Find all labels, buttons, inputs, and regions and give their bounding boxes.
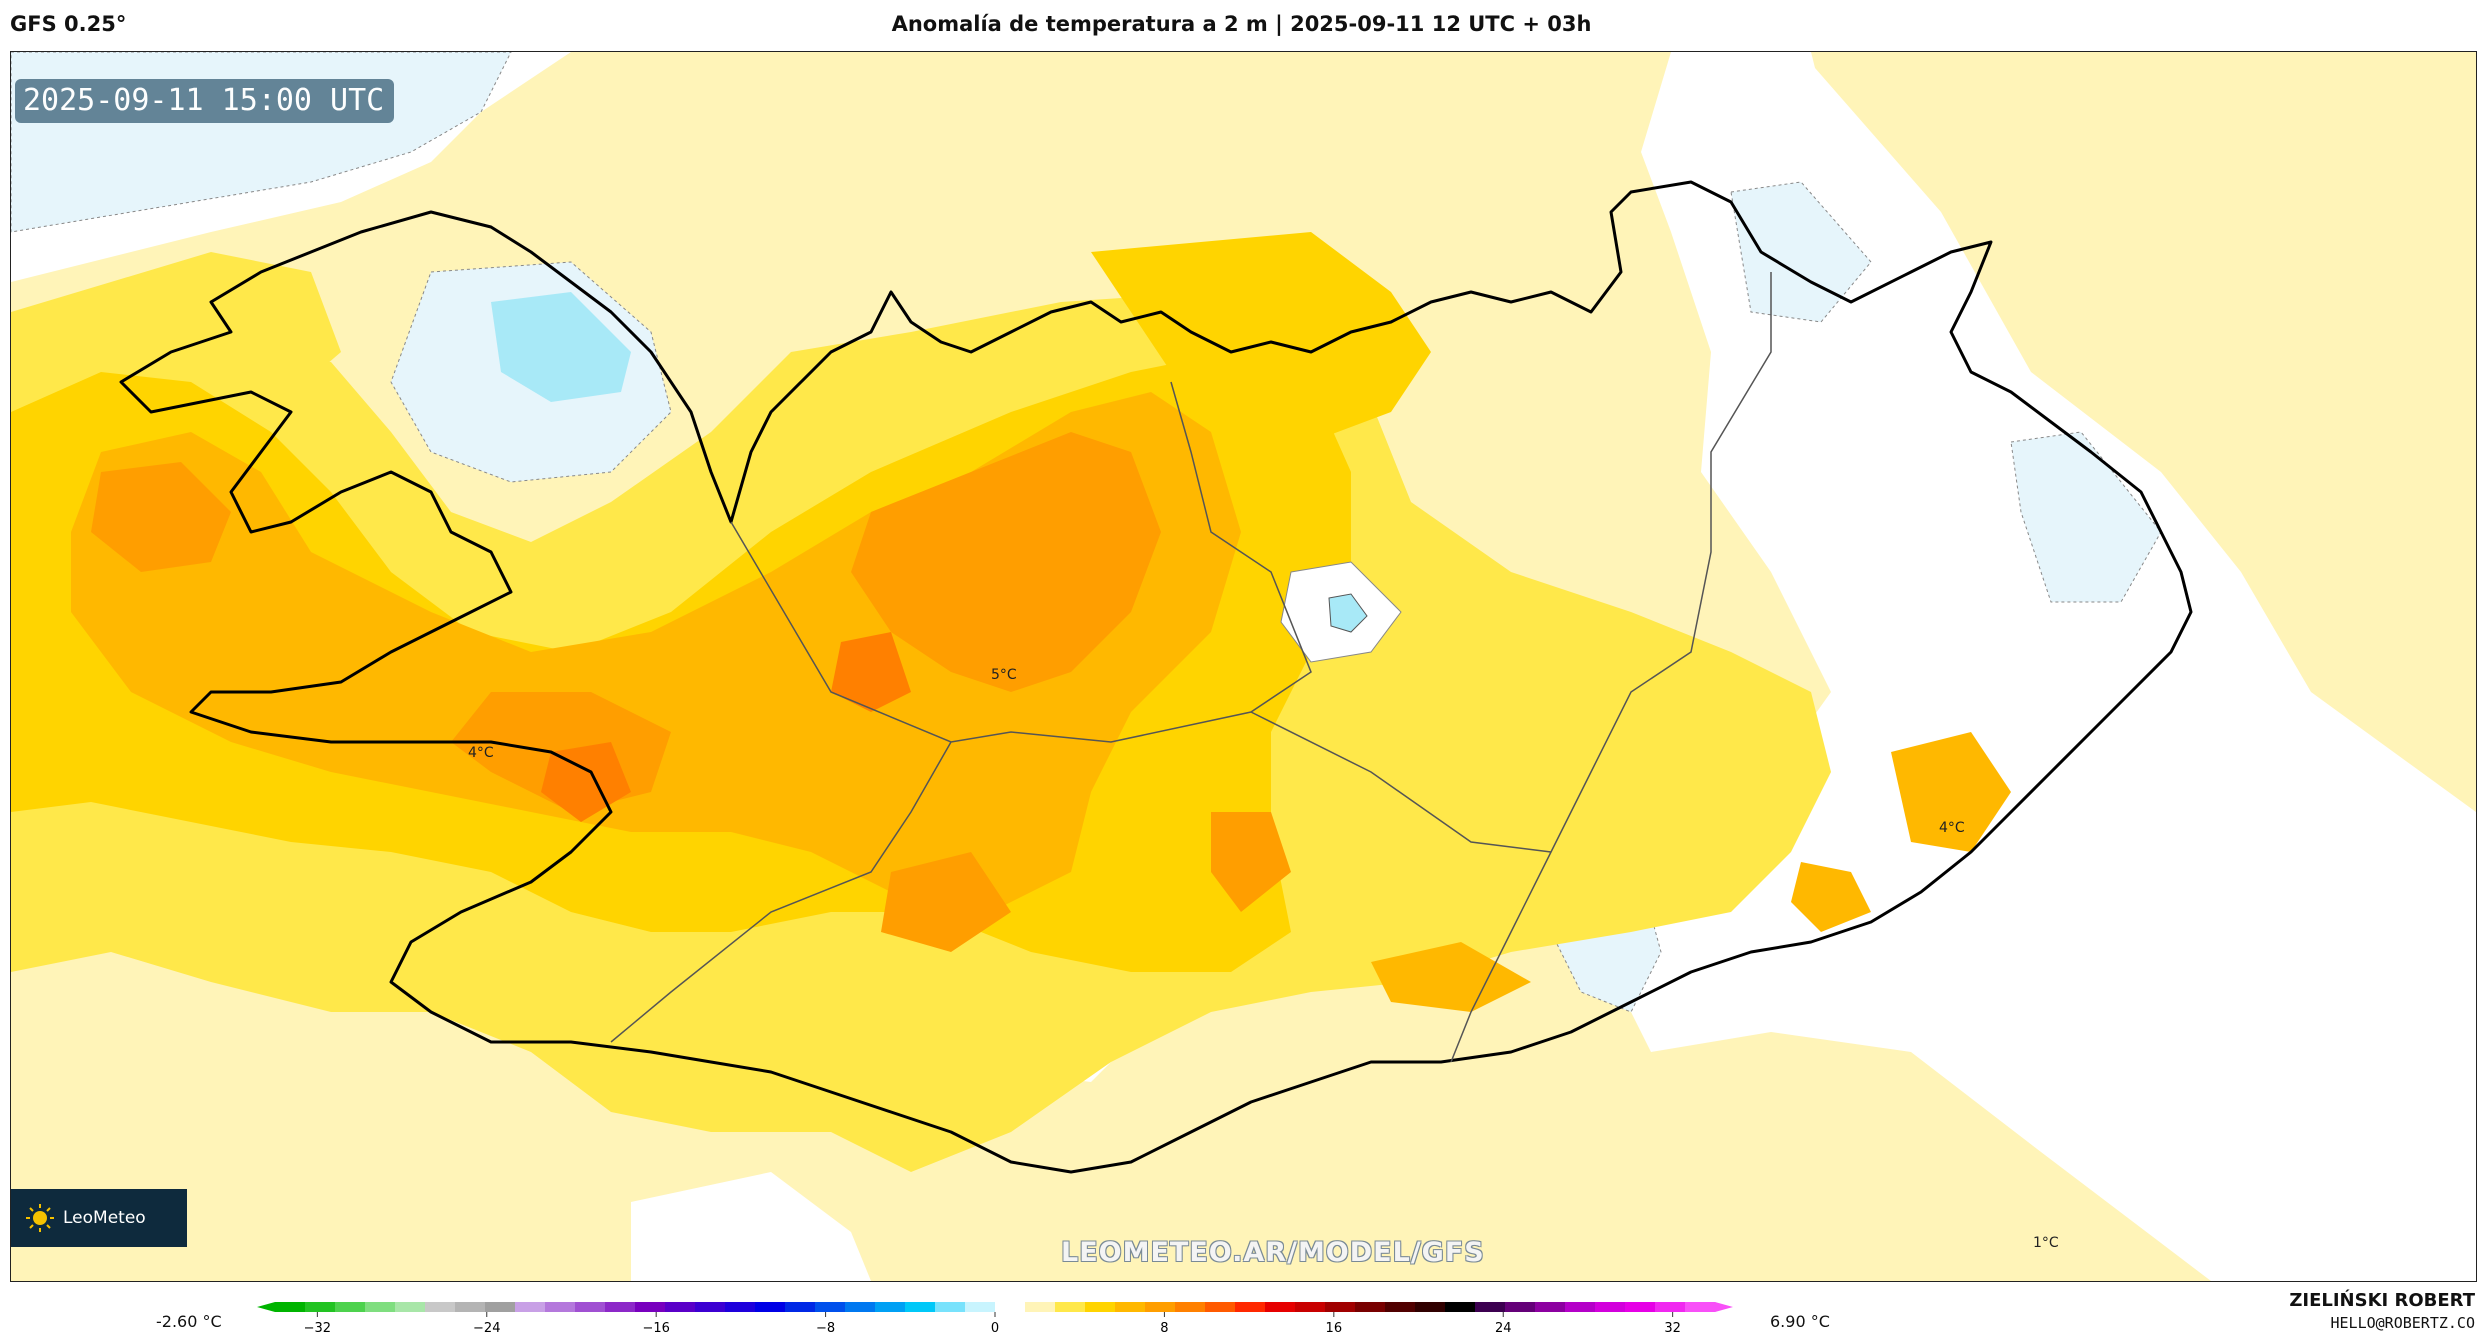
- colorbar-segment: [1175, 1302, 1206, 1312]
- colorbar-segment: [1535, 1302, 1566, 1312]
- colorbar-tick-label: 24: [1495, 1321, 1512, 1336]
- colorbar-segment: [1235, 1302, 1266, 1312]
- colorbar-max-label: 6.90 °C: [1770, 1312, 1830, 1331]
- colorbar-segment: [395, 1302, 426, 1312]
- anomaly-band-warm-4-se: [1891, 732, 2011, 852]
- colorbar-tick-label: −32: [304, 1321, 331, 1336]
- colorbar-segment: [515, 1302, 546, 1312]
- anomaly-band-warm-6: [831, 632, 911, 712]
- contour-label: 1°C: [2033, 1235, 2059, 1251]
- colorbar-segment: [545, 1302, 576, 1312]
- colorbar-segment: [1475, 1302, 1506, 1312]
- colorbar-segment: [755, 1302, 786, 1312]
- colorbar-segment: [575, 1302, 606, 1312]
- colorbar-segment: [1655, 1302, 1686, 1312]
- valid-time-stamp: 2025-09-11 15:00 UTC: [15, 79, 395, 123]
- colorbar-segment: [1565, 1302, 1596, 1312]
- colorbar-segment: [275, 1302, 306, 1312]
- colorbar-segment: [695, 1302, 726, 1312]
- colorbar-segment: [935, 1302, 966, 1312]
- region-boundaries: [610, 272, 1772, 1063]
- anomaly-band-warm-4-s: [1371, 942, 1531, 1012]
- colorbar-segment: [1595, 1302, 1626, 1312]
- colorbar: −32 −24 −16 −8 0 8 16 24 32: [257, 1302, 1733, 1336]
- colorbar-tick-label: 8: [1160, 1321, 1168, 1336]
- colorbar-segment: [1445, 1302, 1476, 1312]
- map-panel[interactable]: 2025-09-11 15:00 UTC 5°C 4°C 4°C 1°C Leo…: [10, 51, 2477, 1282]
- colorbar-segment: [485, 1302, 516, 1312]
- contour-label: 4°C: [468, 745, 494, 761]
- temperature-anomaly-map: [11, 52, 2476, 1281]
- colorbar-segment: [1055, 1302, 1086, 1312]
- colorbar-tick-label: 16: [1326, 1321, 1343, 1336]
- colorbar-ticks: −32 −24 −16 −8 0 8 16 24 32: [304, 1312, 1681, 1336]
- colorbar-segment: [605, 1302, 636, 1312]
- anomaly-band-warm-3-north: [1091, 232, 1431, 442]
- leometeo-logo[interactable]: LeoMeteo: [11, 1189, 187, 1247]
- colorbar-segment: [1625, 1302, 1656, 1312]
- author-email[interactable]: HELLO@ROBERTZ.CO: [2330, 1314, 2476, 1332]
- colorbar-tick-label: −24: [473, 1321, 500, 1336]
- colorbar-segment: [875, 1302, 906, 1312]
- anomaly-band-warm-4-se2: [1791, 862, 1871, 932]
- anomaly-band-warm-5-west: [91, 462, 231, 572]
- contour-label: 4°C: [1939, 820, 1965, 836]
- colorbar-segment: [1085, 1302, 1116, 1312]
- colorbar-left-arrow: [257, 1302, 275, 1312]
- colorbar-segment: [1265, 1302, 1296, 1312]
- colorbar-segment: [725, 1302, 756, 1312]
- colorbar-segment: [365, 1302, 396, 1312]
- anomaly-band-cold-east: [2010, 431, 2162, 603]
- colorbar-tick-label: 0: [991, 1321, 999, 1336]
- author-name: ZIELIŃSKI ROBERT: [2289, 1290, 2475, 1311]
- colorbar-segment: [665, 1302, 696, 1312]
- colorbar-right-arrow: [1715, 1302, 1733, 1312]
- colorbar-segment: [1025, 1302, 1056, 1312]
- colorbar-segment: [1145, 1302, 1176, 1312]
- colorbar-segments: [257, 1302, 1733, 1312]
- colorbar-tick-label: 32: [1664, 1321, 1681, 1336]
- colorbar-segment: [1415, 1302, 1446, 1312]
- colorbar-tick-label: −8: [816, 1321, 835, 1336]
- colorbar-segment: [1295, 1302, 1326, 1312]
- anomaly-band-warm-5-s2: [1211, 812, 1291, 912]
- anomaly-band-zero-south: [631, 1172, 871, 1281]
- colorbar-segment: [815, 1302, 846, 1312]
- anomaly-band-cold-westfjords-inner: [491, 292, 631, 402]
- anomaly-band-warm-5: [851, 432, 1161, 692]
- colorbar-segment: [455, 1302, 486, 1312]
- sun-icon: [26, 1204, 54, 1232]
- model-label: GFS 0.25°: [10, 12, 127, 36]
- colorbar-segment: [635, 1302, 666, 1312]
- colorbar-segment: [965, 1302, 996, 1312]
- anomaly-band-cold-glacier: [1328, 593, 1368, 633]
- colorbar-segment: [905, 1302, 936, 1312]
- colorbar-segment: [1325, 1302, 1356, 1312]
- iceland-coastline: [119, 180, 2193, 1174]
- anomaly-band-cold-ne: [1730, 181, 1872, 323]
- logo-text: LeoMeteo: [63, 1208, 146, 1228]
- colorbar-segment: [425, 1302, 456, 1312]
- contour-label: 5°C: [991, 667, 1017, 683]
- colorbar-segment: [1115, 1302, 1146, 1312]
- colorbar-segment: [1685, 1302, 1716, 1312]
- map-title: Anomalía de temperatura a 2 m | 2025-09-…: [891, 12, 1592, 36]
- anomaly-band-warm-5-south: [881, 852, 1011, 952]
- colorbar-min-label: -2.60 °C: [156, 1312, 222, 1331]
- colorbar-segment: [845, 1302, 876, 1312]
- anomaly-band-warm-6-west: [541, 742, 631, 822]
- colorbar-segment: [1205, 1302, 1236, 1312]
- colorbar-segment: [1505, 1302, 1536, 1312]
- colorbar-segment: [995, 1302, 1026, 1312]
- anomaly-band-zero-east: [1611, 52, 2476, 1281]
- colorbar-segment: [305, 1302, 336, 1312]
- colorbar-segment: [335, 1302, 366, 1312]
- watermark-url[interactable]: LEOMETEO.AR/MODEL/GFS: [1061, 1237, 1485, 1268]
- colorbar-tick-label: −16: [642, 1321, 669, 1336]
- colorbar-segment: [785, 1302, 816, 1312]
- colorbar-segment: [1355, 1302, 1386, 1312]
- colorbar-segment: [1385, 1302, 1416, 1312]
